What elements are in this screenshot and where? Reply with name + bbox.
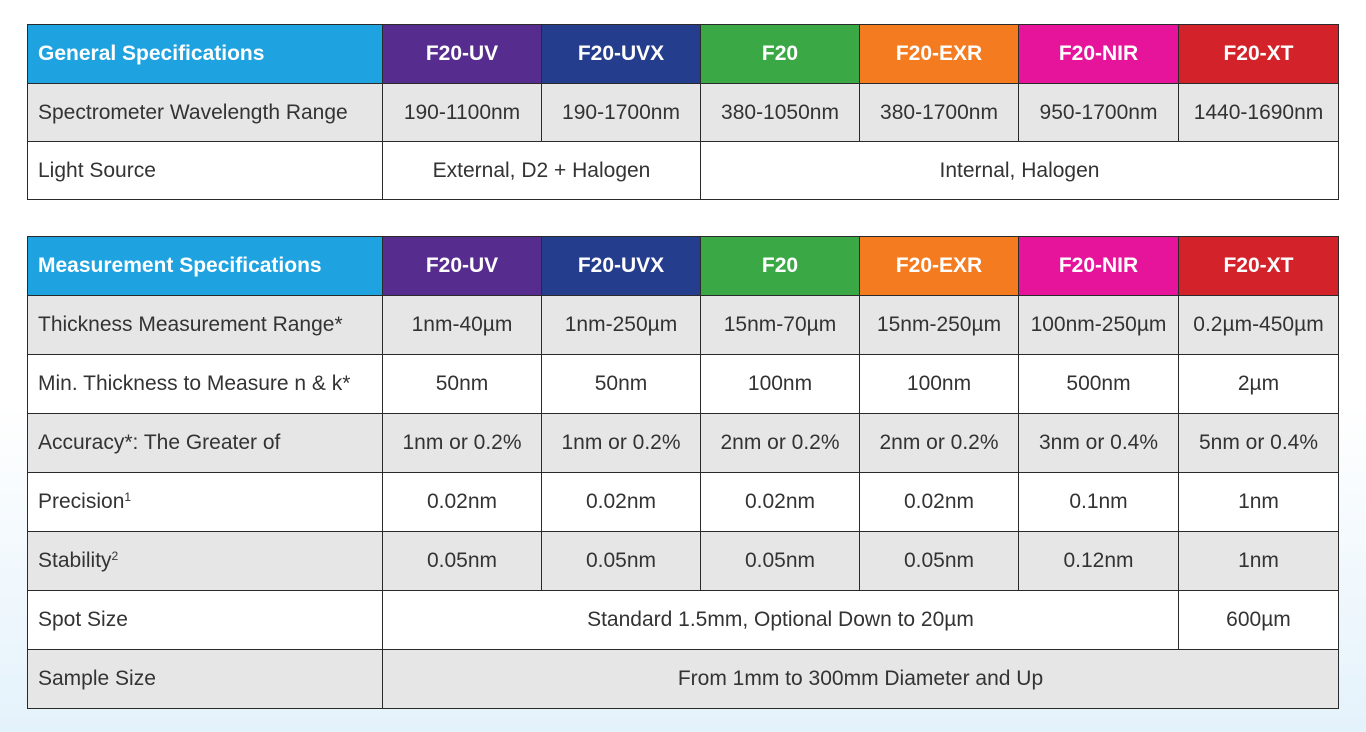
table-cell: 0.1nm [1018,472,1179,532]
footnote-marker: 2 [111,549,119,563]
table-row-precision: Precision1 0.02nm 0.02nm 0.02nm 0.02nm 0… [27,472,1339,532]
row-label: Sample Size [27,649,383,709]
table-cell: 0.05nm [859,531,1019,591]
general-specifications-table: General Specifications F20-UV F20-UVX F2… [27,24,1339,200]
table-header-row: General Specifications F20-UV F20-UVX F2… [27,24,1339,84]
row-label: Light Source [27,141,383,200]
table-cell: 500nm [1018,354,1179,414]
table-cell: 50nm [382,354,542,414]
table-cell: 15nm-250µm [859,295,1019,355]
table-cell: 2nm or 0.2% [700,413,860,473]
table-cell: 1nm or 0.2% [541,413,701,473]
table-cell: 15nm-70µm [700,295,860,355]
table-cell: 0.05nm [382,531,542,591]
row-label-cell: Precision1 [27,472,383,532]
table-cell-spot-size-xt: 600µm [1178,590,1339,650]
table-cell: 0.05nm [541,531,701,591]
table-cell: 1nm-250µm [541,295,701,355]
model-header-f20-uvx: F20-UVX [541,24,701,84]
model-header-f20-uvx: F20-UVX [541,236,701,296]
model-header-f20-nir: F20-NIR [1018,236,1179,296]
table-cell: 1nm [1178,472,1339,532]
table-cell: 0.02nm [541,472,701,532]
row-label: Min. Thickness to Measure n & k* [27,354,383,414]
table-cell: 0.05nm [700,531,860,591]
table-cell: 100nm [859,354,1019,414]
table-cell: 2µm [1178,354,1339,414]
model-header-f20: F20 [700,24,860,84]
table-cell: 100nm [700,354,860,414]
table-cell: 0.02nm [382,472,542,532]
row-label: Precision [38,490,125,513]
table-cell: 380-1700nm [859,83,1019,142]
general-specifications-title: General Specifications [27,24,383,84]
table-cell: 1nm [1178,531,1339,591]
row-label: Spectrometer Wavelength Range [27,83,383,142]
table-row-accuracy: Accuracy*: The Greater of 1nm or 0.2% 1n… [27,413,1339,473]
model-header-f20-xt: F20-XT [1178,236,1339,296]
table-cell: 0.12nm [1018,531,1179,591]
model-header-f20-nir: F20-NIR [1018,24,1179,84]
row-label: Thickness Measurement Range* [27,295,383,355]
table-cell: 5nm or 0.4% [1178,413,1339,473]
table-row-sample-size: Sample Size From 1mm to 300mm Diameter a… [27,649,1339,709]
model-header-f20-xt: F20-XT [1178,24,1339,84]
row-label: Stability [38,549,112,572]
table-row-stability: Stability2 0.05nm 0.05nm 0.05nm 0.05nm 0… [27,531,1339,591]
row-label: Accuracy*: The Greater of [27,413,383,473]
model-header-f20-exr: F20-EXR [859,236,1019,296]
row-label-cell: Stability2 [27,531,383,591]
table-cell: 1nm or 0.2% [382,413,542,473]
table-cell: 0.2µm-450µm [1178,295,1339,355]
table-cell: 0.02nm [859,472,1019,532]
table-cell-spot-size-standard: Standard 1.5mm, Optional Down to 20µm [382,590,1179,650]
table-cell-light-source-internal: Internal, Halogen [700,141,1339,200]
table-row-light-source: Light Source External, D2 + Halogen Inte… [27,141,1339,200]
table-cell-sample-size: From 1mm to 300mm Diameter and Up [382,649,1339,709]
model-header-f20-uv: F20-UV [382,24,542,84]
model-header-f20: F20 [700,236,860,296]
measurement-specifications-table: Measurement Specifications F20-UV F20-UV… [27,236,1339,709]
table-cell: 3nm or 0.4% [1018,413,1179,473]
table-row-thickness-range: Thickness Measurement Range* 1nm-40µm 1n… [27,295,1339,355]
footnote-marker: 1 [124,490,132,504]
table-row-min-thickness-nk: Min. Thickness to Measure n & k* 50nm 50… [27,354,1339,414]
table-cell: 1440-1690nm [1178,83,1339,142]
table-cell-light-source-external: External, D2 + Halogen [382,141,701,200]
model-header-f20-uv: F20-UV [382,236,542,296]
table-header-row: Measurement Specifications F20-UV F20-UV… [27,236,1339,296]
row-label: Spot Size [27,590,383,650]
table-cell: 1nm-40µm [382,295,542,355]
table-row-wavelength-range: Spectrometer Wavelength Range 190-1100nm… [27,83,1339,142]
table-cell: 2nm or 0.2% [859,413,1019,473]
measurement-specifications-title: Measurement Specifications [27,236,383,296]
table-cell: 380-1050nm [700,83,860,142]
table-cell: 190-1700nm [541,83,701,142]
table-cell: 190-1100nm [382,83,542,142]
table-cell: 950-1700nm [1018,83,1179,142]
table-cell: 0.02nm [700,472,860,532]
table-cell: 100nm-250µm [1018,295,1179,355]
model-header-f20-exr: F20-EXR [859,24,1019,84]
table-row-spot-size: Spot Size Standard 1.5mm, Optional Down … [27,590,1339,650]
table-cell: 50nm [541,354,701,414]
